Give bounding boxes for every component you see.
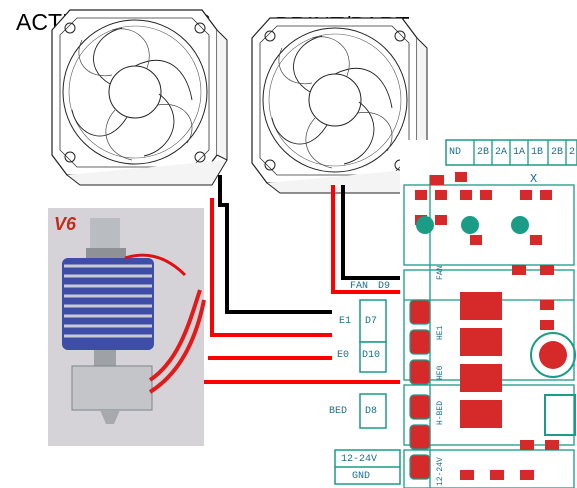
side-fan-label: FAN [436,265,445,280]
label-voltage: 12-24V [341,454,378,465]
label-bed: BED [329,406,348,417]
label-2b: 2B [477,147,490,158]
v6-hotend-image [48,208,206,446]
v6-badge: V6 [54,214,77,234]
side-hbed-label: H-BED [436,400,445,425]
label-2a: 2A [495,147,508,158]
side-he0-label: HE0 [436,365,445,380]
board-terminal-boxes [334,299,401,485]
wires [204,175,400,384]
label-1a: 1A [513,147,526,158]
label-d7: D7 [365,316,378,327]
side-he1-label: HE1 [436,325,445,340]
ramps-board [400,139,577,488]
label-e0: E0 [337,350,350,361]
side-12v-label: 12-24V [436,457,445,486]
label-d9: D9 [378,281,391,292]
label-d8: D8 [365,406,378,417]
label-1b: 1B [531,147,544,158]
label-fan: FAN [350,281,369,292]
label-x: X [530,172,538,186]
label-d10: D10 [362,350,381,361]
label-2-edge: 2 [569,147,576,158]
label-nd: ND [449,147,462,158]
label-e1: E1 [339,316,352,327]
label-2b-right: 2B [551,147,564,158]
label-gnd: GND [352,471,371,482]
